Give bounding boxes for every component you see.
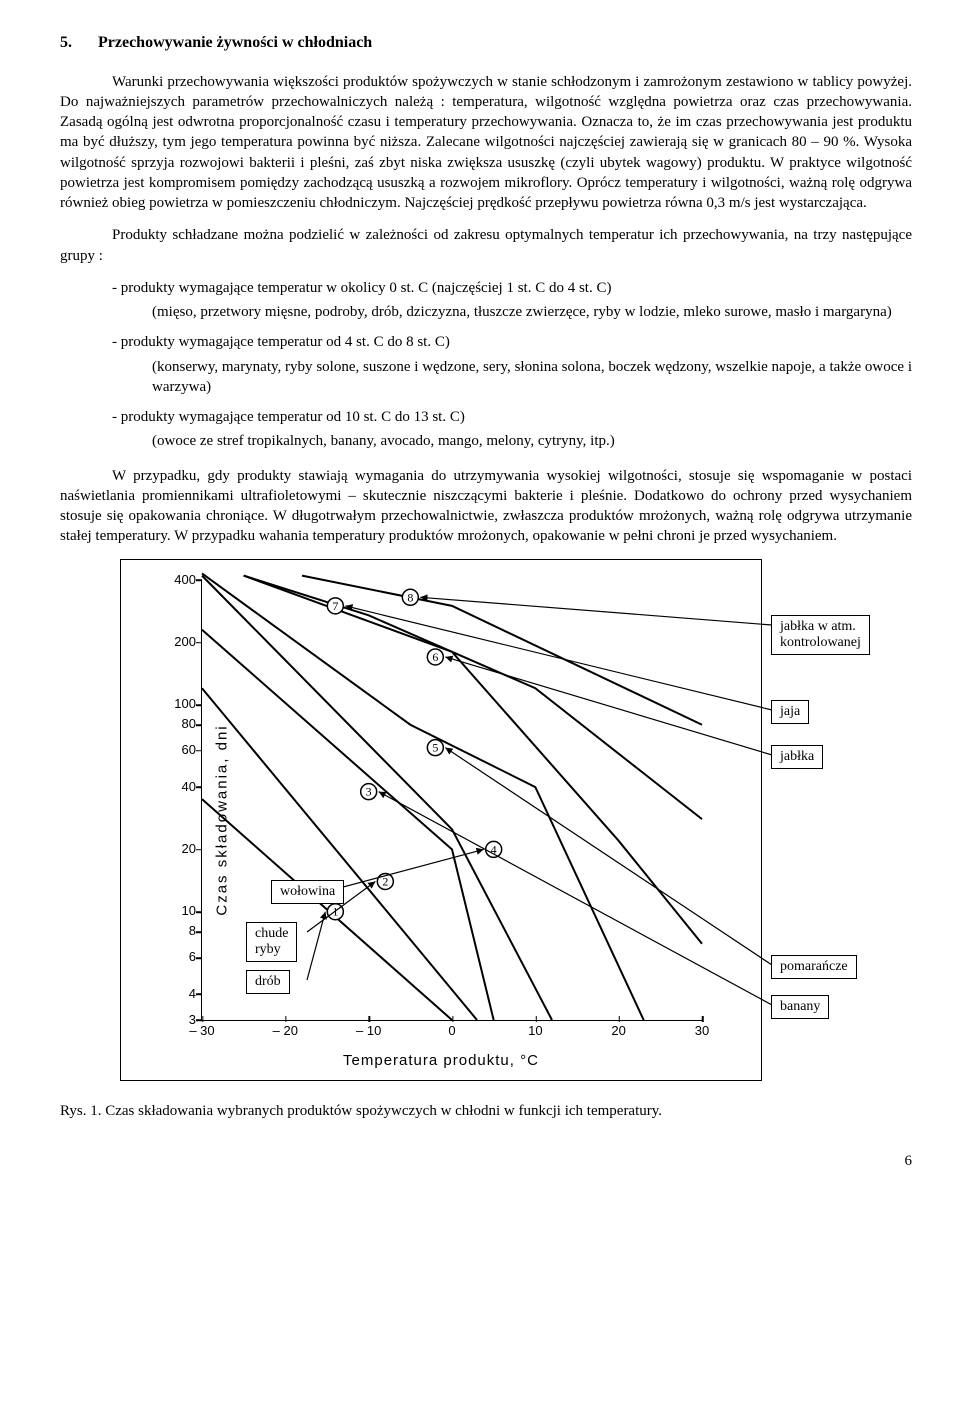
y-tick: 6 bbox=[156, 948, 196, 966]
series-line-8 bbox=[302, 575, 702, 724]
x-tick: 20 bbox=[611, 1022, 625, 1040]
callout-arrow-jaja bbox=[345, 605, 772, 709]
page-number: 6 bbox=[60, 1151, 912, 1171]
paragraph-1: Warunki przechowywania większości produk… bbox=[60, 72, 912, 214]
group-item: - produkty wymagające temperatur w okoli… bbox=[112, 278, 912, 298]
x-tick: 0 bbox=[448, 1022, 455, 1040]
group-item: - produkty wymagające temperatur od 10 s… bbox=[112, 407, 912, 427]
group-sub: (mięso, przetwory mięsne, podroby, drób,… bbox=[152, 302, 912, 322]
figure-caption: Rys. 1. Czas składowania wybranych produ… bbox=[60, 1101, 912, 1121]
svg-text:7: 7 bbox=[332, 598, 338, 612]
callout-drob: drób bbox=[246, 970, 290, 994]
svg-text:5: 5 bbox=[432, 740, 438, 754]
series-line-7 bbox=[244, 575, 702, 819]
x-axis-label-text: Temperatura produktu, bbox=[343, 1052, 520, 1069]
callout-pomarancze: pomarańcze bbox=[771, 955, 857, 979]
svg-text:3: 3 bbox=[366, 784, 372, 798]
x-tick: – 30 bbox=[189, 1022, 214, 1040]
x-tick: 10 bbox=[528, 1022, 542, 1040]
callout-arrow-drob bbox=[307, 911, 325, 979]
paragraph-3: W przypadku, gdy produkty stawiają wymag… bbox=[60, 466, 912, 547]
y-tick: 8 bbox=[156, 923, 196, 941]
group-head: - produkty wymagające temperatur w okoli… bbox=[112, 280, 611, 296]
group-sub: (konserwy, marynaty, ryby solone, suszon… bbox=[152, 357, 912, 398]
callout-jablka: jabłka bbox=[771, 745, 823, 769]
y-tick: 10 bbox=[156, 903, 196, 921]
paragraph-2: Produkty schładzane można podzielić w za… bbox=[60, 225, 912, 266]
y-tick: 60 bbox=[156, 741, 196, 759]
svg-text:6: 6 bbox=[432, 650, 438, 664]
y-tick: 200 bbox=[156, 633, 196, 651]
svg-text:8: 8 bbox=[407, 590, 413, 604]
callout-arrow-jablka bbox=[445, 657, 772, 755]
y-tick: 100 bbox=[156, 695, 196, 713]
y-tick: 400 bbox=[156, 571, 196, 589]
callout-jaja: jaja bbox=[771, 700, 809, 724]
group-list: - produkty wymagające temperatur w okoli… bbox=[112, 278, 912, 452]
x-tick: – 20 bbox=[273, 1022, 298, 1040]
figure-1: Czas składowania, dni 12345678 346810204… bbox=[120, 559, 912, 1081]
callout-chude_ryby: chuderyby bbox=[246, 922, 297, 962]
section-number: 5. bbox=[60, 32, 94, 54]
chart-container: Czas składowania, dni 12345678 346810204… bbox=[120, 559, 762, 1081]
y-tick: 4 bbox=[156, 985, 196, 1003]
group-head: - produkty wymagające temperatur od 10 s… bbox=[112, 409, 465, 425]
x-tick: 30 bbox=[695, 1022, 709, 1040]
y-tick: 20 bbox=[156, 840, 196, 858]
x-axis-label: Temperatura produktu, °C bbox=[343, 1051, 539, 1071]
section-title: Przechowywanie żywności w chłodniach bbox=[98, 34, 372, 51]
x-axis-unit: °C bbox=[520, 1052, 539, 1069]
callout-banany: banany bbox=[771, 995, 829, 1019]
group-head: - produkty wymagające temperatur od 4 st… bbox=[112, 334, 450, 350]
x-tick: – 10 bbox=[356, 1022, 381, 1040]
callout-arrow-jablka_atm bbox=[420, 597, 772, 625]
y-tick: 40 bbox=[156, 778, 196, 796]
y-tick: 80 bbox=[156, 716, 196, 734]
group-item: - produkty wymagające temperatur od 4 st… bbox=[112, 332, 912, 352]
section-heading: 5. Przechowywanie żywności w chłodniach bbox=[60, 32, 912, 54]
callout-wolowina: wołowina bbox=[271, 880, 344, 904]
callout-jablka_atm: jabłka w atm.kontrolowanej bbox=[771, 615, 870, 655]
group-sub: (owoce ze stref tropikalnych, banany, av… bbox=[152, 431, 912, 451]
